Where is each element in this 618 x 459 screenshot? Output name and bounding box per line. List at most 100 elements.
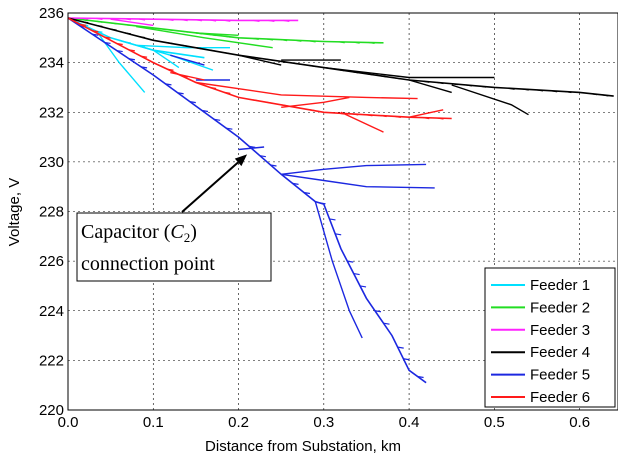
lateral-stub-feeder-2 (110, 22, 117, 25)
lateral-stub-feeder-6 (140, 55, 148, 58)
lateral-stub-feeder-4 (181, 44, 188, 47)
lateral-stub-feeder-2 (295, 39, 302, 42)
lateral-stub-feeder-6 (380, 114, 387, 118)
lateral-stub-feeder-5 (292, 182, 299, 185)
branch-line-feeder-5 (314, 201, 363, 339)
x-tick-label: 0.3 (313, 414, 334, 431)
branch-line-feeder-4 (408, 79, 452, 94)
legend: Feeder 1 Feeder 2 Feeder 3 Feeder 4 Feeder 5… (484, 267, 616, 408)
branch-line-feeder-5 (238, 146, 265, 151)
lateral-stub-feeder-4 (210, 49, 217, 52)
lateral-stub-feeder-4 (352, 71, 359, 74)
y-tick-label: 228 (39, 204, 64, 221)
lateral-stub-feeder-5 (403, 358, 410, 361)
lateral-stub-feeder-5 (104, 41, 111, 45)
lateral-stub-feeder-4 (380, 75, 387, 78)
lateral-stub-feeder-2 (210, 33, 217, 37)
lateral-stub-feeder-5 (353, 272, 360, 276)
lateral-stub-feeder-6 (437, 117, 444, 120)
lateral-stub-feeder-4 (252, 56, 259, 59)
lateral-stub-feeder-1 (191, 55, 198, 58)
lateral-stub-feeder-5 (359, 285, 367, 288)
lateral-stub-feeder-6 (128, 49, 136, 52)
lateral-stub-feeder-4 (366, 73, 373, 76)
lateral-stub-feeder-2 (309, 40, 316, 43)
lateral-stub-feeder-2 (252, 37, 259, 41)
lateral-stub-feeder-4 (82, 21, 89, 24)
lateral-stub-feeder-4 (522, 88, 529, 91)
x-axis-ticks: 0.0 0.1 0.2 0.3 0.4 0.5 0.6 (58, 414, 590, 431)
lateral-stub-feeder-5 (128, 58, 136, 61)
lateral-stub-feeder-4 (565, 90, 572, 94)
branch-line-feeder-3 (110, 18, 154, 27)
lateral-stub-feeder-5 (270, 164, 277, 167)
lateral-stub-feeder-5 (201, 109, 209, 113)
lateral-stub-feeder-5 (417, 375, 424, 379)
branch-line-feeder-4 (323, 66, 495, 79)
lateral-stub-feeder-3 (167, 18, 174, 22)
lateral-stub-feeder-4 (96, 24, 103, 27)
y-axis-label: Voltage, V (6, 178, 23, 246)
annotation-line-1: Capacitor (C2) (81, 221, 197, 245)
branch-line-feeder-1 (136, 44, 230, 49)
lateral-stub-feeder-5 (165, 83, 172, 86)
lateral-stub-feeder-3 (124, 18, 131, 21)
series-feeder-5 (67, 17, 435, 384)
lateral-stub-feeder-6 (281, 104, 288, 107)
series-feeder-6 (67, 17, 452, 133)
series-feeder-2 (67, 17, 384, 49)
lateral-stub-feeder-4 (423, 80, 430, 83)
lateral-stub-feeder-4 (590, 93, 598, 96)
lateral-stub-feeder-3 (283, 19, 290, 23)
lateral-stub-feeder-2 (224, 35, 231, 38)
lateral-stub-feeder-4 (602, 94, 609, 97)
series-feeder-3 (67, 17, 299, 27)
capacitor-annotation: Capacitor (C2) connection point (76, 154, 272, 282)
lateral-stub-feeder-5 (319, 202, 326, 205)
annotation-line-2: connection point (81, 253, 215, 275)
lateral-stub-feeder-6 (337, 112, 345, 115)
branch-line-feeder-6 (195, 81, 418, 100)
branch-line-feeder-2 (136, 25, 273, 49)
lateral-stub-feeder-4 (266, 58, 274, 61)
legend-label-feeder-4: Feeder 4 (530, 344, 590, 361)
lateral-stub-feeder-3 (181, 19, 188, 22)
lateral-stub-feeder-6 (423, 117, 430, 120)
branch-line-feeder-2 (195, 32, 239, 36)
lateral-stub-feeder-2 (266, 38, 274, 41)
branch-line-feeder-6 (281, 96, 350, 108)
lateral-stub-feeder-5 (335, 233, 342, 236)
x-tick-label: 0.4 (399, 414, 420, 431)
lateral-stub-feeder-5 (383, 322, 390, 325)
lateral-stub-feeder-5 (189, 101, 196, 104)
lateral-stub-feeder-3 (224, 19, 231, 22)
y-tick-label: 230 (39, 154, 64, 171)
lateral-stub-feeder-2 (181, 30, 188, 33)
lateral-stub-feeder-2 (124, 23, 131, 27)
annotation-arrow (181, 161, 239, 213)
lateral-stub-feeder-6 (224, 91, 231, 94)
legend-label-feeder-6: Feeder 6 (530, 389, 590, 406)
lateral-stub-feeder-3 (138, 18, 146, 21)
legend-label-feeder-1: Feeder 1 (530, 277, 590, 294)
lateral-stub-feeder-4 (110, 28, 117, 31)
legend-label-feeder-5: Feeder 5 (530, 367, 590, 384)
lateral-stub-feeder-4 (309, 64, 316, 68)
lateral-stub-feeder-6 (80, 23, 87, 26)
lateral-stub-feeder-3 (268, 19, 275, 23)
lateral-stub-feeder-2 (368, 41, 375, 45)
lateral-stub-feeder-4 (551, 90, 558, 93)
lateral-stub-feeder-5 (303, 191, 311, 195)
branch-line-feeder-6 (340, 111, 384, 133)
legend-label-feeder-2: Feeder 2 (530, 299, 590, 316)
lateral-stub-feeder-4 (465, 84, 473, 87)
lateral-stub-feeder-6 (366, 114, 373, 117)
x-tick-label: 0.1 (143, 414, 164, 431)
lateral-stub-feeder-2 (96, 20, 103, 23)
lateral-stub-feeder-6 (309, 109, 316, 112)
lateral-stub-feeder-4 (451, 83, 458, 86)
lateral-stub-feeder-4 (295, 62, 302, 66)
y-tick-label: 236 (39, 5, 64, 22)
series-feeder-4 (67, 17, 614, 116)
lateral-stub-feeder-4 (536, 89, 544, 92)
